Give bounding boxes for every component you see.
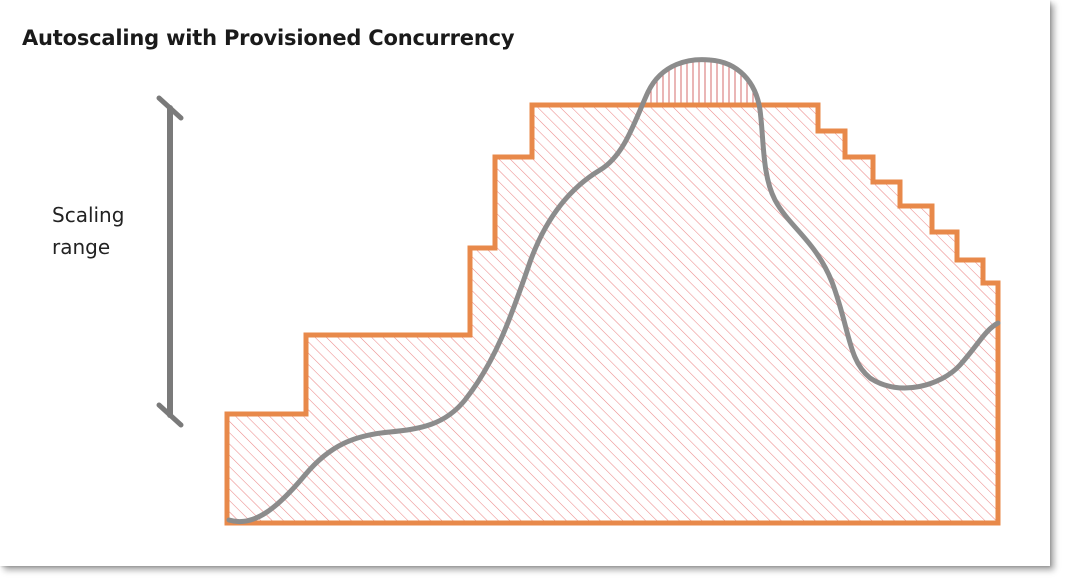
capacity-area-fill: [227, 105, 998, 523]
diagram-title: Autoscaling with Provisioned Concurrency: [22, 26, 515, 50]
capacity-outline: [224, 102, 1001, 526]
demand-curve: [226, 57, 1001, 524]
autoscaling-diagram: [156, 57, 1001, 526]
scaling-range-label-line-2: range: [52, 235, 111, 259]
scaling-range-label-line-1: Scaling: [52, 203, 125, 227]
range-bar-bottom-tick: [156, 402, 184, 428]
over-capacity-area: [645, 59, 758, 105]
scaling-range-label: Scaling range: [52, 199, 162, 263]
diagram-card: Autoscaling with Provisioned Concurrency…: [22, 26, 1001, 526]
vertical-bracket-bar-icon: [156, 95, 184, 428]
